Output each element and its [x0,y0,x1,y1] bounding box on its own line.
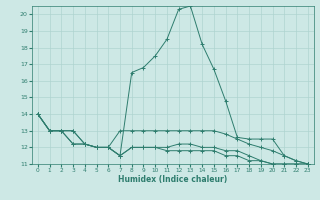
X-axis label: Humidex (Indice chaleur): Humidex (Indice chaleur) [118,175,228,184]
